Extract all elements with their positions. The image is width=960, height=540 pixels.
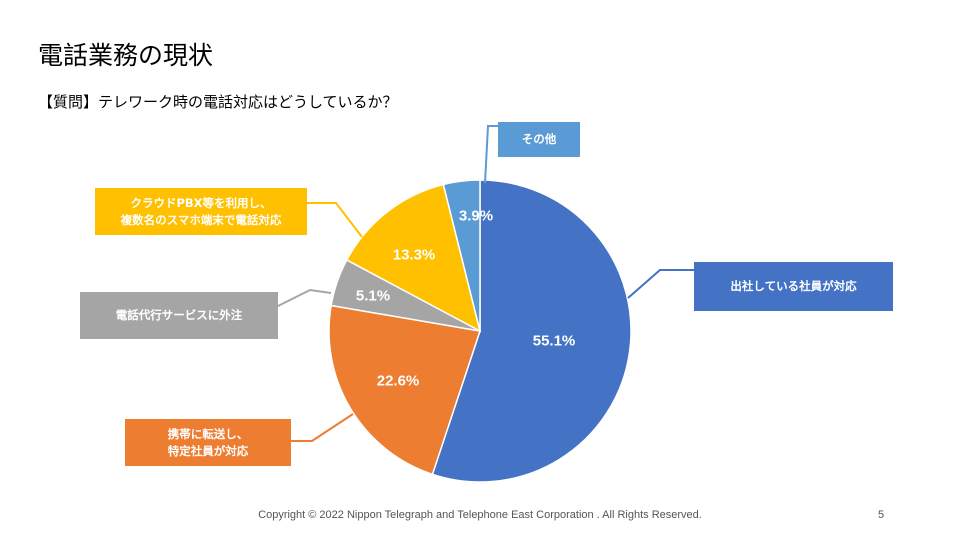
chart-question: 【質問】テレワーク時の電話対応はどうしているか？ bbox=[38, 93, 398, 111]
leader-line-outsource bbox=[277, 288, 332, 307]
leader-line-other bbox=[484, 125, 498, 184]
pct-cloud-pbx: 13.3% bbox=[392, 246, 436, 264]
page-number: 5 bbox=[878, 509, 885, 521]
pie-slice-mobile-forward bbox=[328, 304, 481, 476]
label-cloud-pbx: クラウドPBX等を利用し、 複数名のスマホ端末で電話対応 bbox=[95, 188, 307, 235]
pct-outsource: 5.1% bbox=[355, 287, 391, 305]
pie-slice-cloud-pbx bbox=[345, 183, 482, 333]
leader-line-office bbox=[627, 269, 694, 299]
pie-slice-office bbox=[431, 179, 632, 483]
pie-slice-other bbox=[442, 179, 481, 332]
copyright-footer: Copyright © 2022 Nippon Telegraph and Te… bbox=[258, 509, 702, 521]
label-office: 出社している社員が対応 bbox=[694, 262, 893, 311]
label-outsource: 電話代行サービスに外注 bbox=[80, 292, 278, 339]
pct-mobile-forward: 22.6% bbox=[376, 372, 420, 390]
label-other: その他 bbox=[498, 122, 580, 157]
leader-line-cloud bbox=[307, 202, 363, 238]
pct-other: 3.9% bbox=[458, 207, 494, 225]
label-mobile-forward: 携帯に転送し、 特定社員が対応 bbox=[125, 419, 291, 466]
pct-office: 55.1% bbox=[532, 332, 576, 350]
page-title: 電話業務の現状 bbox=[38, 41, 214, 70]
leader-line-mobile bbox=[291, 413, 354, 442]
